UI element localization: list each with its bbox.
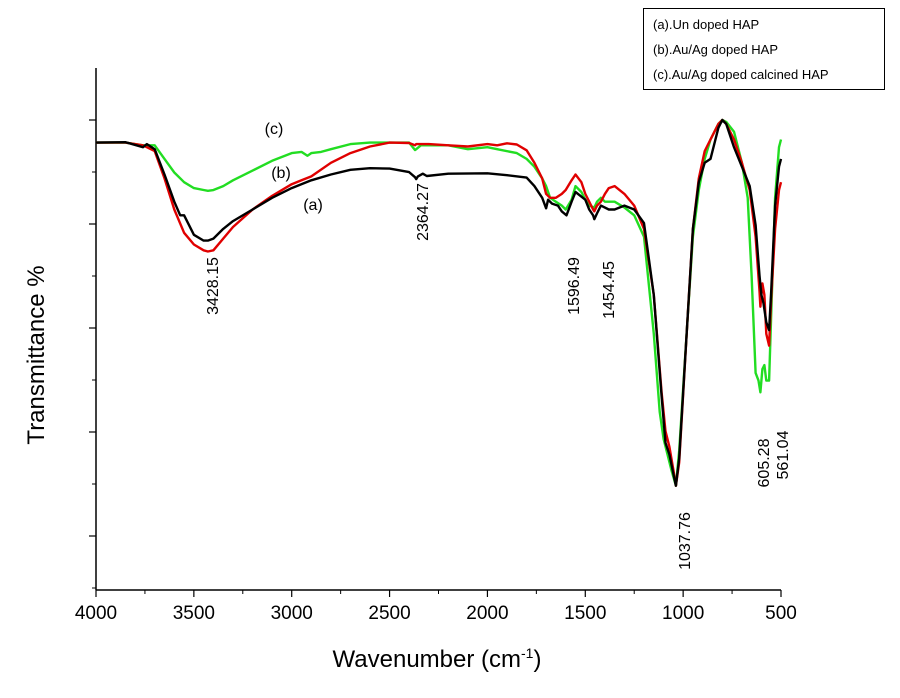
curve-label: (c): [265, 121, 284, 138]
peak-label: 605.28: [756, 438, 773, 487]
x-tick-label: 2500: [368, 603, 410, 624]
peak-label: 2364.27: [415, 183, 432, 241]
peak-label: 1596.49: [566, 257, 583, 315]
peak-label: 3428.15: [205, 257, 222, 315]
legend-item-a: (a).Un doped HAP: [653, 17, 760, 32]
x-tick-label: 3500: [173, 603, 215, 624]
annotations: 3428.15 2364.27 1596.49 1454.45 1037.76 605.2…: [205, 121, 792, 570]
peak-label: 561.04: [775, 430, 792, 479]
x-tick-label: 2000: [466, 603, 508, 624]
x-tick-label: 500: [765, 603, 797, 624]
legend: (a).Un doped HAP (b).Au/Ag doped HAP (c)…: [643, 8, 885, 90]
curve-label: (b): [271, 165, 291, 182]
curve-label: (a): [303, 197, 323, 214]
legend-item-b: (b).Au/Ag doped HAP: [653, 42, 779, 57]
axes: 4000 3500 3000 2500 2000 1500 1000 500: [75, 68, 797, 624]
x-axis-label: Wavenumber (cm-1): [333, 645, 542, 673]
x-tick-label: 1000: [662, 603, 704, 624]
x-tick-label: 4000: [75, 603, 117, 624]
x-tick-label: 1500: [564, 603, 606, 624]
x-axis-label-main: Wavenumber (cm: [333, 646, 521, 673]
x-tick-label: 3000: [271, 603, 313, 624]
x-axis-label-suffix: ): [533, 646, 541, 673]
peak-label: 1037.76: [677, 512, 694, 570]
legend-item-c: (c).Au/Ag doped calcined HAP: [653, 67, 829, 82]
x-axis-label-superscript: -1: [521, 645, 534, 661]
series-lines: [95, 118, 783, 487]
series-line-a: [95, 118, 783, 487]
series-line-c: [96, 118, 783, 487]
y-axis-label: Transmittance %: [23, 265, 50, 444]
peak-label: 1454.45: [601, 261, 618, 319]
